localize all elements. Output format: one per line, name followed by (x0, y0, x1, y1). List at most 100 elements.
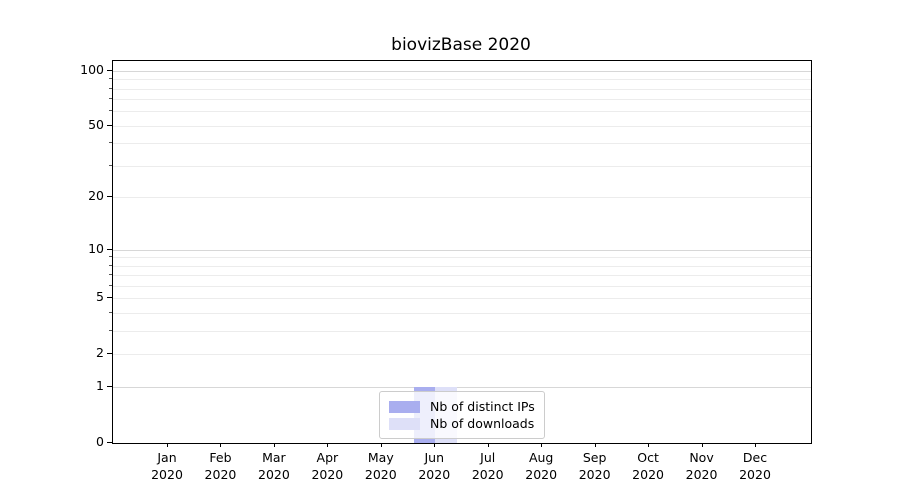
gridline-major (113, 249, 811, 251)
x-tick-mark (541, 443, 543, 447)
gridline-minor (113, 166, 811, 168)
x-tick-month: Feb (209, 450, 232, 465)
x-tick-label: Dec 2020 (720, 449, 790, 483)
x-tick-year: 2020 (364, 467, 397, 482)
x-tick-mark (594, 443, 596, 447)
x-tick-label: May 2020 (346, 449, 416, 483)
x-tick-mark (167, 443, 168, 447)
y-minor-tick-mark (109, 98, 112, 100)
gridline-minor (113, 88, 811, 90)
x-tick-year: 2020 (685, 467, 718, 482)
x-tick-year: 2020 (204, 467, 237, 482)
chart-title: biovizBase 2020 (391, 35, 531, 55)
y-minor-tick-mark (109, 110, 112, 112)
gridline-minor (113, 197, 811, 199)
gridline-minor (113, 298, 811, 300)
y-tick-label: 2 (96, 345, 104, 361)
gridline-minor (113, 313, 811, 315)
y-minor-tick-mark (109, 87, 112, 89)
y-tick-label: 20 (88, 188, 104, 204)
x-tick-label: Jan 2020 (132, 449, 202, 483)
gridline-minor (113, 125, 811, 127)
legend-item-distinct-ips: Nb of distinct IPs (389, 398, 535, 415)
gridline-minor (113, 286, 811, 288)
x-tick-month: Mar (262, 450, 286, 465)
y-tick-mark (107, 297, 112, 299)
legend-item-downloads: Nb of downloads (389, 415, 535, 432)
x-tick-label: Sep 2020 (560, 449, 630, 483)
x-tick-label: Oct 2020 (613, 449, 683, 483)
y-minor-tick-mark (109, 256, 112, 258)
x-tick-label: Jul 2020 (453, 449, 523, 483)
x-tick-label: Nov 2020 (667, 449, 737, 483)
y-tick-mark (107, 196, 112, 198)
x-tick-mark (701, 443, 703, 447)
y-tick-mark (107, 69, 112, 71)
gridline-minor (113, 354, 811, 356)
y-tick-mark (107, 442, 112, 443)
x-tick-mark (273, 443, 275, 447)
x-tick-mark (327, 443, 329, 447)
y-minor-tick-mark (109, 78, 112, 80)
x-tick-mark (220, 443, 222, 447)
y-minor-tick-mark (109, 330, 112, 332)
gridline-minor (113, 257, 811, 259)
gridline-minor (113, 111, 811, 113)
x-tick-month: Nov (689, 450, 714, 465)
x-tick-label: Feb 2020 (185, 449, 255, 483)
x-tick-month: Oct (637, 450, 659, 465)
y-tick-label: 100 (80, 61, 104, 77)
gridline-minor (113, 265, 811, 267)
y-tick-mark (107, 248, 112, 250)
legend: Nb of distinct IPs Nb of downloads (379, 391, 545, 439)
y-tick-label: 1 (96, 378, 104, 394)
x-tick-year: 2020 (739, 467, 771, 482)
x-tick-month: Jul (480, 450, 496, 465)
y-tick-mark (107, 353, 112, 355)
y-minor-tick-mark (109, 274, 112, 276)
y-minor-tick-mark (109, 312, 112, 314)
y-tick-label: 5 (96, 289, 104, 305)
y-minor-tick-mark (109, 285, 112, 287)
y-tick-mark (107, 386, 112, 388)
gridline-major (113, 387, 811, 389)
x-tick-month: May (367, 450, 394, 465)
x-tick-year: 2020 (578, 467, 611, 482)
x-tick-label: Apr 2020 (292, 449, 362, 483)
gridline-major (113, 70, 811, 72)
y-minor-tick-mark (109, 165, 112, 167)
x-tick-label: Mar 2020 (239, 449, 309, 483)
y-minor-tick-mark (109, 264, 112, 266)
x-tick-month: Dec (742, 450, 768, 465)
gridline-minor (113, 331, 811, 333)
x-tick-month: Sep (582, 450, 607, 465)
x-tick-year: 2020 (525, 467, 558, 482)
plot-area: Nb of distinct IPs Nb of downloads (112, 60, 812, 444)
legend-swatch-distinct-ips (389, 400, 420, 413)
x-tick-year: 2020 (632, 467, 664, 482)
x-tick-month: Jan (157, 450, 177, 465)
x-tick-month: Jun (424, 450, 445, 465)
x-tick-label: Jun 2020 (399, 449, 469, 483)
x-tick-year: 2020 (418, 467, 451, 482)
legend-label-distinct-ips: Nb of distinct IPs (430, 399, 535, 414)
x-tick-month: Apr (316, 450, 339, 465)
x-tick-year: 2020 (311, 467, 344, 482)
x-tick-year: 2020 (151, 467, 183, 482)
legend-swatch-downloads (389, 417, 420, 430)
x-tick-month: Aug (528, 450, 554, 465)
gridline-minor (113, 99, 811, 101)
x-tick-mark (648, 443, 650, 447)
x-tick-mark (434, 443, 436, 447)
gridline-minor (113, 79, 811, 81)
x-tick-mark (487, 443, 489, 447)
y-tick-mark (107, 124, 112, 126)
y-tick-label: 0 (96, 434, 104, 449)
y-minor-tick-mark (109, 142, 112, 144)
x-tick-year: 2020 (471, 467, 504, 482)
x-tick-mark (380, 443, 382, 447)
x-tick-label: Aug 2020 (506, 449, 576, 483)
x-tick-year: 2020 (258, 467, 290, 482)
gridline-minor (113, 143, 811, 145)
legend-label-downloads: Nb of downloads (430, 416, 535, 431)
